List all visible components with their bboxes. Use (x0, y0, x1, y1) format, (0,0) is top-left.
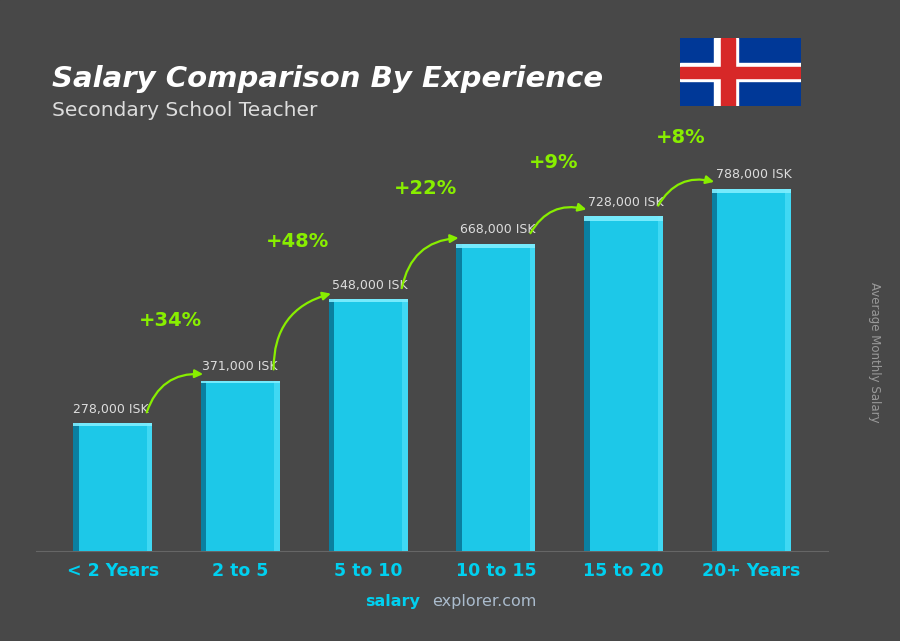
Bar (456, 244, 462, 551)
Bar (712, 189, 717, 551)
Bar (712, 189, 791, 193)
Bar (714, 38, 738, 106)
Bar (328, 299, 408, 303)
Bar (147, 424, 152, 551)
Bar (274, 381, 280, 551)
Bar (456, 244, 536, 248)
Bar (73, 424, 78, 551)
Bar (584, 217, 663, 551)
Bar (721, 38, 735, 106)
Text: 788,000 ISK: 788,000 ISK (716, 169, 791, 181)
Bar (530, 244, 536, 551)
Text: +22%: +22% (394, 179, 457, 197)
Bar (456, 244, 536, 551)
Bar (328, 299, 408, 551)
Bar (584, 217, 663, 221)
Text: +8%: +8% (656, 128, 706, 147)
Text: +48%: +48% (266, 231, 329, 251)
Bar (73, 424, 152, 551)
Text: Secondary School Teacher: Secondary School Teacher (52, 101, 317, 120)
Text: explorer.com: explorer.com (432, 594, 536, 608)
Text: Average Monthly Salary: Average Monthly Salary (868, 282, 881, 423)
Text: +9%: +9% (528, 153, 578, 172)
Bar (786, 189, 791, 551)
Bar (658, 217, 663, 551)
Text: 371,000 ISK: 371,000 ISK (202, 360, 277, 373)
Text: 728,000 ISK: 728,000 ISK (588, 196, 663, 209)
Bar (201, 381, 280, 551)
Bar (680, 63, 801, 81)
Bar (201, 381, 280, 383)
Text: 548,000 ISK: 548,000 ISK (332, 279, 408, 292)
Bar (584, 217, 590, 551)
Bar (73, 424, 152, 426)
Bar (328, 299, 334, 551)
Text: salary: salary (364, 594, 419, 608)
Text: 278,000 ISK: 278,000 ISK (73, 403, 148, 416)
Bar (712, 189, 791, 551)
Bar (680, 67, 801, 78)
Bar (402, 299, 408, 551)
Text: 668,000 ISK: 668,000 ISK (460, 224, 536, 237)
Text: +34%: +34% (139, 311, 202, 330)
Bar (201, 381, 206, 551)
Text: Salary Comparison By Experience: Salary Comparison By Experience (52, 65, 603, 93)
